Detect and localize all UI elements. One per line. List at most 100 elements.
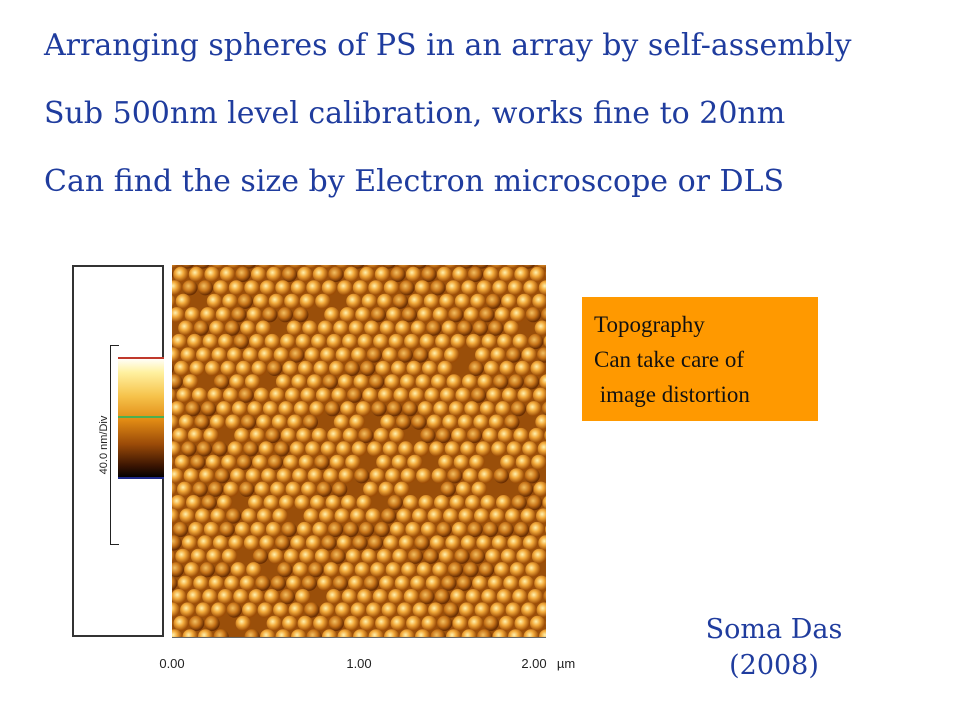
sphere: [525, 562, 541, 578]
sphere: [444, 347, 460, 363]
sphere: [361, 548, 377, 564]
sphere: [195, 602, 211, 618]
sphere: [338, 374, 354, 390]
sphere: [436, 521, 452, 538]
sphere: [189, 360, 205, 376]
sphere: [488, 414, 504, 430]
sphere: [188, 521, 204, 538]
sphere: [415, 374, 431, 390]
sphere: [437, 360, 453, 376]
sphere: [244, 374, 261, 390]
sphere: [321, 280, 337, 296]
sphere: [177, 575, 193, 591]
sphere: [355, 307, 371, 323]
sphere: [276, 468, 292, 484]
sphere: [374, 266, 390, 282]
topography-callout: Topography Can take care of image distor…: [582, 297, 818, 421]
sphere: [257, 602, 273, 618]
sphere: [282, 615, 298, 631]
sphere: [274, 535, 291, 551]
sphere: [518, 481, 534, 497]
sphere: [337, 629, 353, 637]
sphere: [265, 427, 281, 444]
sphere: [283, 548, 299, 564]
sphere: [394, 575, 410, 591]
sphere: [348, 575, 364, 591]
sphere: [462, 468, 478, 484]
sphere: [402, 401, 418, 417]
sphere: [508, 374, 524, 390]
sphere: [263, 495, 279, 511]
sphere: [299, 293, 315, 309]
sphere: [443, 602, 459, 618]
sphere: [172, 550, 175, 563]
sphere: [385, 562, 401, 578]
sphere: [415, 629, 431, 637]
sphere: [401, 562, 417, 578]
sphere: [341, 589, 357, 605]
sphere: [190, 548, 206, 564]
sphere: [529, 521, 545, 538]
sphere: [467, 266, 483, 282]
sphere: [522, 441, 538, 457]
sphere: [361, 293, 377, 309]
sphere: [461, 629, 477, 637]
sphere: [247, 401, 263, 417]
sphere: [253, 293, 269, 309]
sphere: [172, 602, 180, 618]
sphere: [447, 562, 463, 578]
sphere: [306, 629, 322, 637]
sphere: [202, 333, 218, 350]
sphere: [172, 333, 187, 350]
sphere: [398, 441, 414, 457]
sphere: [194, 414, 210, 430]
sphere: [500, 454, 516, 470]
sphere: [244, 629, 260, 637]
sphere: [530, 615, 546, 631]
sphere: [473, 414, 489, 430]
sphere: [222, 387, 239, 403]
sphere: [215, 307, 231, 323]
sphere: [462, 374, 478, 390]
sphere: [304, 347, 320, 363]
sphere: [172, 521, 189, 538]
sphere: [327, 427, 343, 444]
sphere: [342, 333, 358, 350]
sphere: [255, 320, 271, 336]
sphere: [490, 347, 506, 363]
sphere: [493, 468, 509, 484]
sphere: [391, 454, 407, 470]
sphere: [295, 333, 311, 350]
sphere: [259, 535, 275, 551]
sphere: [268, 293, 284, 309]
sphere: [366, 602, 382, 618]
sphere: [483, 615, 499, 631]
sphere: [303, 508, 319, 524]
sphere: [435, 427, 451, 444]
sphere: [528, 427, 544, 444]
sphere: [525, 307, 541, 323]
sphere: [422, 360, 438, 376]
sphere: [222, 293, 238, 309]
sphere: [488, 320, 504, 336]
sphere: [335, 602, 351, 618]
sphere: [451, 521, 468, 538]
sphere: [302, 414, 318, 430]
sphere: [535, 414, 546, 430]
sphere: [206, 293, 222, 309]
sphere: [368, 629, 384, 637]
sphere: [221, 548, 237, 564]
sphere: [228, 280, 244, 296]
sphere: [320, 347, 336, 363]
sphere: [529, 266, 545, 282]
sphere: [172, 414, 179, 430]
sphere: [225, 414, 241, 430]
sphere: [378, 481, 394, 497]
x-tick-label: 2.00: [521, 656, 547, 671]
sphere: [350, 508, 366, 524]
sphere: [466, 427, 482, 444]
sphere: [258, 347, 274, 363]
sphere: [506, 347, 522, 363]
sphere: [513, 521, 530, 538]
sphere: [418, 495, 434, 511]
